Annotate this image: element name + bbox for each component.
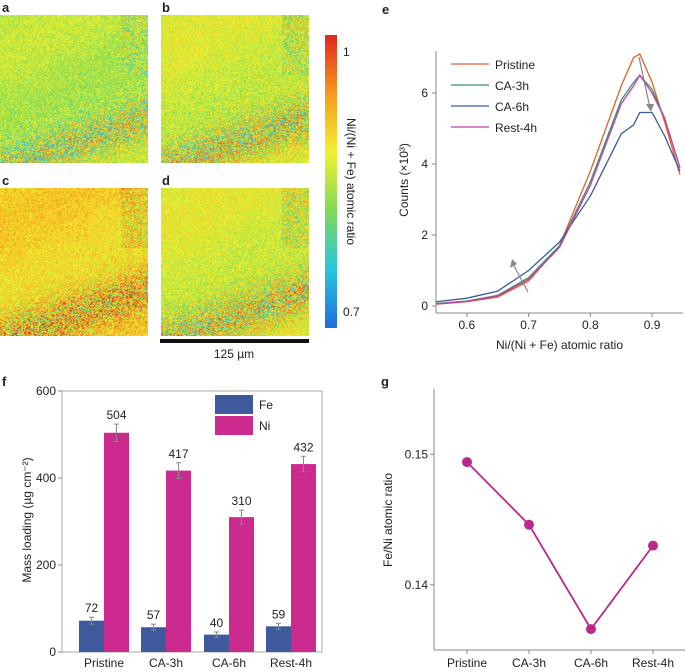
x-tick-label: CA-3h: [149, 656, 183, 670]
y-tick-label: 2: [421, 228, 428, 242]
y-tick-label: 0: [49, 645, 56, 659]
arrow-up: [513, 265, 529, 293]
bar-ni: [104, 432, 129, 652]
data-label: 310: [231, 494, 251, 508]
y-axis-title: Mass loading (µg cm⁻²): [20, 457, 34, 582]
x-tick-label: Rest-4h: [632, 656, 674, 670]
arrow-head: [646, 104, 654, 112]
y-axis-title: Fe/Ni atomic ratio: [381, 473, 395, 567]
plot-frame: [61, 390, 323, 653]
bar-ni: [291, 464, 316, 652]
bar-fe: [204, 634, 229, 652]
arrow-head: [510, 259, 517, 268]
y-tick-label: 400: [36, 471, 56, 485]
series-line-ca-3h: [435, 74, 681, 305]
data-point: [524, 519, 534, 530]
data-point: [586, 624, 596, 635]
map-a: [0, 15, 148, 163]
y-axis-title: Counts (×10³): [397, 143, 411, 217]
data-point: [648, 540, 658, 551]
x-tick-label: CA-6h: [212, 656, 246, 670]
bar-fe: [141, 627, 166, 652]
panel-e-histogram: 0.6 0.7 0.8 0.9 0 2 4 6 Ni/(Ni + Fe) atomic rati…: [397, 51, 683, 352]
bar-fe: [266, 626, 291, 652]
map-b: [161, 15, 309, 163]
legend-swatch: [215, 395, 253, 414]
x-tick-label: 0.6: [459, 318, 476, 332]
legend-label: Ni: [259, 419, 270, 433]
series-line-ca-6h: [435, 111, 681, 303]
panel-f-bar-chart: 0 200 400 600 Mass loading (µg cm⁻²) Pristine…: [20, 384, 323, 670]
panel-g-line-chart: 0.14 0.15 Fe/Ni atomic ratio Pristine CA-3h C…: [381, 389, 685, 670]
legend-label: Fe: [259, 398, 273, 412]
y-tick-label: 200: [36, 558, 56, 572]
x-tick-label: 0.8: [582, 318, 599, 332]
x-tick-label: 0.7: [520, 318, 537, 332]
data-label: 40: [210, 616, 224, 630]
data-point: [462, 457, 472, 468]
panel-label-e: e: [382, 2, 389, 17]
map-d: [161, 188, 309, 336]
data-label: 504: [106, 408, 126, 422]
colorbar: [325, 35, 337, 328]
bar-ni: [166, 470, 191, 652]
panel-label-d: d: [162, 173, 170, 188]
colorbar-max-label: 1: [343, 45, 350, 59]
x-tick-label: Pristine: [447, 656, 487, 670]
y-tick-label: 0.15: [405, 447, 429, 461]
series-line-rest-4h: [435, 74, 681, 305]
panel-label-g: g: [381, 374, 389, 389]
bar-ni: [229, 517, 254, 652]
x-tick-label: Pristine: [84, 656, 124, 670]
panel-label-c: c: [2, 173, 9, 188]
x-tick-label: CA-3h: [512, 656, 546, 670]
legend-label: CA-6h: [495, 100, 529, 114]
data-label: 417: [168, 447, 188, 461]
x-tick-label: 0.9: [644, 318, 661, 332]
data-label: 59: [272, 607, 286, 621]
panel-label-a: a: [2, 0, 10, 15]
y-tick-label: 600: [36, 384, 56, 398]
scale-bar: [160, 339, 309, 343]
x-tick-label: Rest-4h: [270, 656, 312, 670]
legend-label: CA-3h: [495, 79, 529, 93]
x-axis-title: Ni/(Ni + Fe) atomic ratio: [496, 338, 623, 352]
data-label: 72: [85, 601, 99, 615]
colorbar-min-label: 0.7: [343, 305, 360, 319]
panel-label-f: f: [2, 374, 7, 389]
panel-label-b: b: [162, 0, 170, 15]
scale-bar-label: 125 µm: [214, 347, 254, 361]
series-line-pristine: [435, 53, 681, 305]
x-tick-label: CA-6h: [574, 656, 608, 670]
legend-label: Pristine: [495, 58, 535, 72]
y-tick-label: 6: [421, 86, 428, 100]
y-tick-label: 4: [421, 157, 428, 171]
arrow-down: [638, 56, 651, 109]
series-line: [466, 461, 654, 631]
colorbar-title: Ni/(Ni + Fe) atomic ratio: [344, 118, 358, 245]
bar-fe: [79, 620, 104, 652]
y-tick-label: 0: [421, 299, 428, 313]
data-label: 57: [147, 608, 161, 622]
map-c: [0, 188, 148, 336]
data-label: 432: [293, 440, 313, 454]
legend-label: Rest-4h: [495, 121, 537, 135]
y-tick-label: 0.14: [405, 578, 429, 592]
legend-swatch: [215, 416, 253, 435]
